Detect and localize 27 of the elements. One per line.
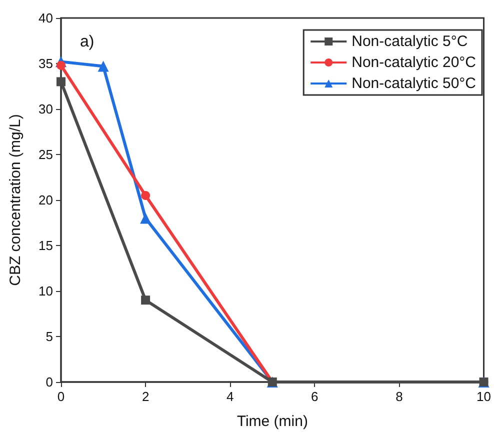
- point: [141, 190, 150, 200]
- legend-label: Non-catalytic 20°C: [352, 54, 476, 71]
- y-tick-label: 40: [38, 10, 53, 26]
- point: [140, 212, 152, 224]
- point: [56, 77, 66, 86]
- y-tick-label: 25: [38, 147, 53, 162]
- x-axis-title: Time (min): [236, 413, 308, 430]
- y-tick-label: 10: [38, 284, 53, 298]
- y-tick-label: 5: [46, 329, 53, 344]
- x-tick-label: 4: [226, 389, 234, 404]
- y-tick-label: 15: [38, 238, 53, 253]
- annotation: a): [80, 34, 94, 50]
- y-axis-title: CBZ concentration (mg/L): [7, 114, 24, 286]
- y-tick-label: 0: [46, 374, 53, 390]
- point: [141, 296, 150, 305]
- legend-label: Non-catalytic 5°C: [352, 33, 468, 50]
- x-tick-label: 0: [57, 389, 65, 404]
- point: [56, 60, 66, 70]
- point: [98, 60, 109, 72]
- x-tick-label: 2: [142, 389, 150, 404]
- y-tick-label: 35: [38, 56, 53, 71]
- x-tick-label: 10: [476, 389, 492, 404]
- y-tick-label: 30: [38, 102, 53, 116]
- y-tick-label: 20: [38, 192, 53, 208]
- legend-label: Non-catalytic 50°C: [352, 75, 476, 92]
- x-tick-label: 6: [311, 389, 318, 404]
- x-tick-label: 8: [396, 389, 403, 404]
